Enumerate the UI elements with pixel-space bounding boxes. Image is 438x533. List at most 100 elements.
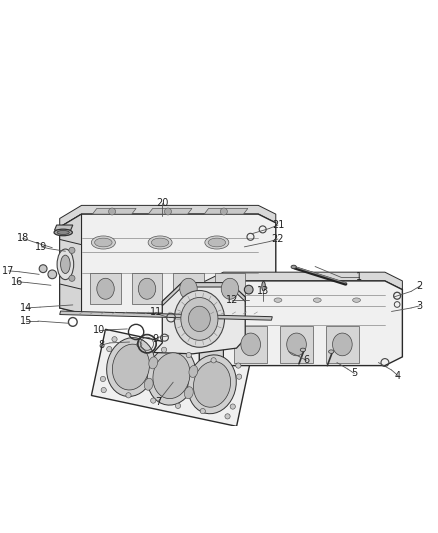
Polygon shape — [204, 208, 248, 214]
Polygon shape — [92, 329, 251, 426]
Text: 2: 2 — [417, 281, 423, 291]
Text: 11: 11 — [150, 308, 162, 317]
Polygon shape — [106, 337, 155, 397]
Text: 7: 7 — [155, 397, 161, 407]
Text: 18: 18 — [17, 233, 29, 243]
Polygon shape — [199, 272, 403, 293]
Ellipse shape — [188, 306, 210, 332]
Ellipse shape — [208, 238, 226, 247]
Polygon shape — [148, 208, 192, 214]
Polygon shape — [154, 282, 245, 354]
Text: 9: 9 — [153, 334, 159, 344]
Ellipse shape — [180, 278, 197, 299]
Polygon shape — [60, 214, 276, 313]
Ellipse shape — [353, 298, 360, 302]
Circle shape — [112, 337, 117, 342]
Polygon shape — [147, 346, 196, 405]
Polygon shape — [189, 366, 198, 377]
Ellipse shape — [241, 333, 261, 356]
Polygon shape — [234, 326, 267, 362]
Text: 21: 21 — [272, 220, 284, 230]
Polygon shape — [199, 281, 403, 366]
Polygon shape — [194, 361, 230, 407]
Circle shape — [244, 285, 253, 294]
Polygon shape — [173, 273, 204, 304]
Ellipse shape — [287, 333, 306, 356]
Ellipse shape — [152, 238, 169, 247]
Text: 16: 16 — [11, 277, 24, 287]
Circle shape — [151, 398, 156, 403]
Text: 15: 15 — [20, 316, 32, 326]
Ellipse shape — [138, 278, 156, 299]
Circle shape — [137, 342, 142, 347]
Polygon shape — [60, 239, 81, 289]
Circle shape — [69, 247, 75, 253]
Text: 5: 5 — [351, 368, 357, 378]
Ellipse shape — [54, 229, 72, 236]
Ellipse shape — [300, 348, 305, 352]
Text: 8: 8 — [98, 340, 104, 350]
Ellipse shape — [60, 255, 70, 273]
Circle shape — [211, 358, 216, 363]
Text: 4: 4 — [395, 370, 401, 381]
Text: 6: 6 — [303, 356, 309, 365]
Circle shape — [230, 404, 235, 409]
Polygon shape — [90, 273, 121, 304]
Polygon shape — [60, 311, 272, 320]
Text: 12: 12 — [226, 295, 238, 305]
Polygon shape — [188, 355, 236, 414]
Circle shape — [69, 275, 75, 281]
Circle shape — [39, 265, 47, 272]
Polygon shape — [54, 225, 73, 230]
Text: 13: 13 — [257, 286, 269, 296]
Ellipse shape — [221, 278, 239, 299]
Circle shape — [186, 352, 191, 358]
Ellipse shape — [313, 298, 321, 302]
Circle shape — [109, 208, 116, 215]
Text: 3: 3 — [417, 301, 423, 311]
Text: 19: 19 — [35, 242, 47, 252]
Ellipse shape — [291, 265, 296, 269]
Ellipse shape — [205, 236, 229, 249]
Circle shape — [107, 346, 112, 352]
Ellipse shape — [332, 333, 352, 356]
Circle shape — [165, 208, 171, 215]
Text: 22: 22 — [272, 234, 284, 244]
Polygon shape — [60, 205, 276, 227]
Circle shape — [126, 393, 131, 398]
Text: 1: 1 — [356, 272, 362, 282]
Circle shape — [237, 374, 242, 379]
Polygon shape — [112, 344, 149, 390]
Polygon shape — [153, 353, 190, 399]
Ellipse shape — [97, 278, 114, 299]
Circle shape — [101, 387, 106, 393]
Polygon shape — [60, 214, 81, 313]
Text: 10: 10 — [93, 325, 105, 335]
Ellipse shape — [148, 236, 172, 249]
Ellipse shape — [199, 320, 208, 337]
Polygon shape — [280, 326, 313, 362]
Circle shape — [175, 403, 180, 408]
Polygon shape — [184, 387, 193, 399]
Ellipse shape — [92, 236, 115, 249]
Polygon shape — [326, 326, 359, 362]
Ellipse shape — [235, 298, 243, 302]
Ellipse shape — [57, 230, 69, 235]
Circle shape — [225, 414, 230, 419]
Text: 17: 17 — [3, 266, 15, 276]
Ellipse shape — [174, 290, 225, 348]
Polygon shape — [199, 281, 223, 366]
Ellipse shape — [262, 281, 265, 291]
Ellipse shape — [57, 249, 74, 280]
Polygon shape — [144, 378, 153, 390]
Text: 14: 14 — [20, 303, 32, 313]
Text: 20: 20 — [156, 198, 169, 208]
Circle shape — [100, 376, 106, 382]
Circle shape — [220, 208, 227, 215]
Circle shape — [48, 270, 57, 279]
Circle shape — [200, 408, 205, 414]
Polygon shape — [149, 357, 158, 369]
Ellipse shape — [196, 315, 212, 343]
Polygon shape — [215, 273, 245, 304]
Polygon shape — [162, 282, 245, 306]
